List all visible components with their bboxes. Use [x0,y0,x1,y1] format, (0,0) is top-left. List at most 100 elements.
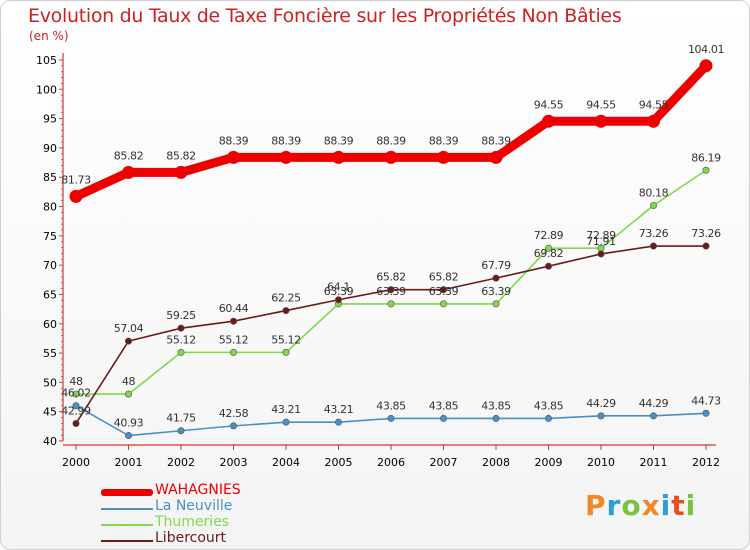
data-label-thumeries: 72.89 [586,229,616,242]
data-point-la-neuville [282,418,290,426]
x-tick-label: 2002 [167,456,195,469]
legend-label-la-neuville: La Neuville [155,498,233,514]
data-label-libercourt: 57.04 [114,322,144,335]
legend-label-libercourt: Libercourt [155,530,227,546]
data-label-thumeries: 48 [122,375,136,388]
data-point-la-neuville [125,432,133,440]
x-tick-label: 2010 [587,456,615,469]
data-point-libercourt [72,419,80,427]
data-label-thumeries: 63.39 [429,285,459,298]
data-point-wahagnies [174,165,188,179]
data-label-la-neuville: 43.85 [481,399,511,412]
logo-letter: i [660,489,672,522]
data-point-wahagnies [542,114,555,128]
data-point-libercourt [387,286,395,294]
x-tick-label: 2009 [535,456,563,469]
data-label-libercourt: 65.82 [376,271,406,284]
data-point-libercourt [544,262,552,270]
data-label-thumeries: 63.39 [324,285,354,298]
data-point-thumeries [492,300,500,308]
y-tick-label: 90 [43,142,57,155]
data-label-thumeries: 63.39 [376,285,406,298]
data-label-wahagnies: 94.55 [586,98,616,111]
x-tick-label: 2011 [640,456,668,469]
logo-letter: r [606,489,622,522]
data-label-wahagnies: 85.82 [166,149,196,162]
x-tick-label: 2007 [430,456,458,469]
data-label-thumeries: 86.19 [691,151,721,164]
data-label-wahagnies: 104.01 [688,43,724,56]
y-tick-label: 85 [43,171,57,184]
data-label-thumeries: 55.12 [219,333,249,346]
data-point-libercourt [282,307,290,315]
legend-swatch-la-neuville [101,508,153,510]
data-point-la-neuville [597,412,605,420]
data-point-wahagnies [647,114,660,128]
data-point-wahagnies [227,150,240,164]
data-point-wahagnies [122,165,135,179]
x-tick-label: 2003 [220,456,248,469]
data-label-thumeries: 55.12 [271,333,301,346]
x-tick-label: 2001 [115,456,143,469]
data-label-libercourt: 73.26 [639,227,669,240]
data-point-libercourt [334,296,342,304]
y-tick-label: 60 [43,318,57,331]
y-tick-label: 45 [43,406,57,419]
logo-letter: x [641,489,661,522]
data-label-wahagnies: 94.55 [534,98,564,111]
data-label-libercourt: 65.82 [429,271,459,284]
data-label-thumeries: 63.39 [481,285,511,298]
data-point-la-neuville [177,427,185,435]
data-label-thumeries: 80.18 [639,186,669,199]
data-point-libercourt [439,286,447,294]
data-label-libercourt: 69.82 [534,247,564,260]
data-label-la-neuville: 41.75 [166,412,196,425]
y-tick-label: 105 [36,54,57,67]
data-point-libercourt [702,242,710,250]
data-point-wahagnies [437,150,450,164]
data-label-la-neuville: 43.85 [429,399,459,412]
data-point-libercourt [230,317,238,325]
data-label-thumeries: 55.12 [166,333,196,346]
data-label-wahagnies: 88.39 [324,134,354,147]
data-point-wahagnies [384,150,398,164]
data-point-libercourt [649,242,657,250]
data-point-la-neuville [702,409,710,417]
data-label-libercourt: 71.91 [586,235,616,248]
data-point-thumeries [544,244,552,252]
data-point-la-neuville [544,414,552,422]
legend-swatch-libercourt [101,540,153,542]
data-label-la-neuville: 44.29 [639,397,669,410]
data-label-libercourt: 62.25 [271,292,301,305]
data-point-thumeries [230,348,238,356]
data-point-libercourt [177,324,185,332]
data-label-wahagnies: 88.39 [219,134,249,147]
data-point-la-neuville [72,402,80,410]
data-label-libercourt: 67.79 [481,259,511,272]
x-tick-label: 2012 [692,456,720,469]
chart-title: Evolution du Taux de Taxe Foncière sur l… [28,5,622,27]
data-label-la-neuville: 43.21 [324,403,354,416]
data-label-la-neuville: 43.85 [534,399,564,412]
y-tick-label: 70 [43,259,57,272]
y-tick-label: 50 [43,376,57,389]
legend-swatch-wahagnies [101,489,153,496]
x-tick-label: 2006 [377,456,405,469]
y-tick-label: 75 [43,230,57,243]
y-tick-label: 55 [43,347,57,360]
data-point-thumeries [282,348,290,356]
data-point-la-neuville [649,412,657,420]
data-label-wahagnies: 81.73 [61,173,91,186]
data-point-la-neuville [387,414,395,422]
y-tick-label: 95 [43,113,57,126]
y-tick-label: 80 [43,201,57,214]
data-label-la-neuville: 43.21 [271,403,301,416]
data-label-wahagnies: 85.82 [114,149,144,162]
legend-swatch-thumeries [101,524,153,526]
data-point-la-neuville [492,414,500,422]
logo-letter: P [585,489,607,522]
data-point-wahagnies [489,150,503,164]
data-point-la-neuville [230,422,238,430]
